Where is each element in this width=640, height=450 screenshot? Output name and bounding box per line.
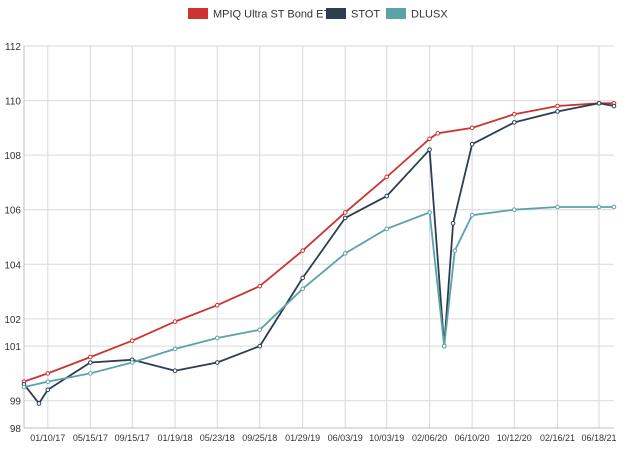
data-point	[45, 379, 51, 384]
x-tick-label: 01/29/19	[285, 433, 320, 443]
data-point	[555, 109, 560, 114]
data-point	[384, 193, 390, 199]
data-point	[452, 248, 458, 253]
data-point	[300, 248, 305, 253]
y-tick-label: 108	[4, 151, 21, 162]
data-point	[45, 387, 51, 393]
y-tick-label: 98	[10, 424, 22, 435]
legend-swatch	[386, 8, 406, 19]
data-point	[512, 111, 517, 117]
y-tick-label: 99	[10, 397, 22, 408]
y-tick-label: 102	[4, 315, 21, 326]
x-tick-label: 06/18/21	[582, 433, 617, 443]
data-point	[129, 360, 135, 365]
data-point	[469, 212, 475, 218]
data-point	[88, 371, 93, 376]
data-point	[450, 221, 456, 226]
data-point	[512, 120, 517, 125]
legend-label: STOT	[351, 9, 380, 21]
data-point	[257, 283, 263, 289]
series-line-0	[23, 102, 614, 383]
data-point	[555, 204, 560, 210]
data-point	[441, 343, 447, 349]
x-tick-label: 06/03/19	[328, 433, 363, 443]
series-lines	[21, 101, 617, 406]
data-point	[300, 275, 305, 281]
series-line-2	[23, 206, 614, 388]
data-point	[214, 335, 220, 341]
x-tick-label: 10/12/20	[497, 433, 532, 443]
data-point	[611, 204, 617, 210]
x-axis: 01/10/17 05/15/17 09/15/17 01/19/18 05/23/18…	[24, 427, 617, 443]
data-point	[36, 401, 42, 406]
data-point	[172, 319, 178, 324]
data-point	[469, 141, 475, 147]
data-point	[257, 343, 263, 349]
data-point	[257, 327, 263, 333]
x-tick-label: 09/15/17	[115, 433, 150, 443]
data-point	[172, 346, 178, 352]
legend: MPIQ Ultra ST Bond ETFs STOT DLUSX	[188, 8, 448, 21]
data-point	[88, 360, 93, 365]
data-point	[555, 103, 560, 109]
y-tick-label: 112	[5, 42, 21, 53]
x-tick-label: 09/25/18	[242, 433, 277, 443]
y-axis: 98 99 101 102 104 106 108 110 112	[4, 42, 25, 435]
data-point	[45, 371, 51, 376]
legend-label: MPIQ Ultra ST Bond ETFs	[213, 9, 343, 21]
legend-label: DLUSX	[411, 9, 448, 21]
data-point	[214, 360, 220, 365]
y-tick-label: 104	[4, 260, 21, 271]
x-tick-label: 02/06/20	[412, 433, 447, 443]
y-tick-label: 106	[4, 206, 21, 217]
data-point	[596, 101, 602, 106]
data-point	[172, 368, 178, 374]
x-tick-label: 10/03/19	[369, 433, 404, 443]
data-point	[469, 125, 475, 131]
data-point	[611, 103, 617, 109]
series-line-1	[23, 102, 615, 405]
data-point	[129, 338, 135, 343]
x-tick-label: 01/19/18	[158, 433, 193, 443]
x-tick-label: 05/15/17	[73, 433, 108, 443]
data-point	[384, 174, 390, 180]
data-point	[427, 147, 432, 152]
data-point	[384, 226, 390, 232]
legend-swatch	[188, 8, 208, 19]
data-point	[21, 384, 27, 390]
data-point	[427, 136, 432, 142]
data-point	[300, 286, 305, 292]
x-tick-label: 01/10/17	[30, 433, 65, 443]
data-point	[342, 215, 348, 221]
data-point	[88, 354, 93, 360]
data-point	[435, 131, 441, 136]
y-tick-label: 110	[5, 97, 21, 108]
data-point	[427, 210, 432, 215]
data-point	[512, 207, 517, 213]
data-point	[596, 204, 602, 210]
y-tick-label: 101	[4, 342, 21, 353]
data-point	[342, 210, 348, 215]
x-tick-label: 05/23/18	[200, 433, 235, 443]
x-tick-label: 06/10/20	[455, 433, 490, 443]
data-point	[342, 251, 348, 256]
data-point	[214, 302, 220, 308]
x-tick-label: 02/16/21	[540, 433, 575, 443]
legend-swatch	[326, 8, 346, 19]
